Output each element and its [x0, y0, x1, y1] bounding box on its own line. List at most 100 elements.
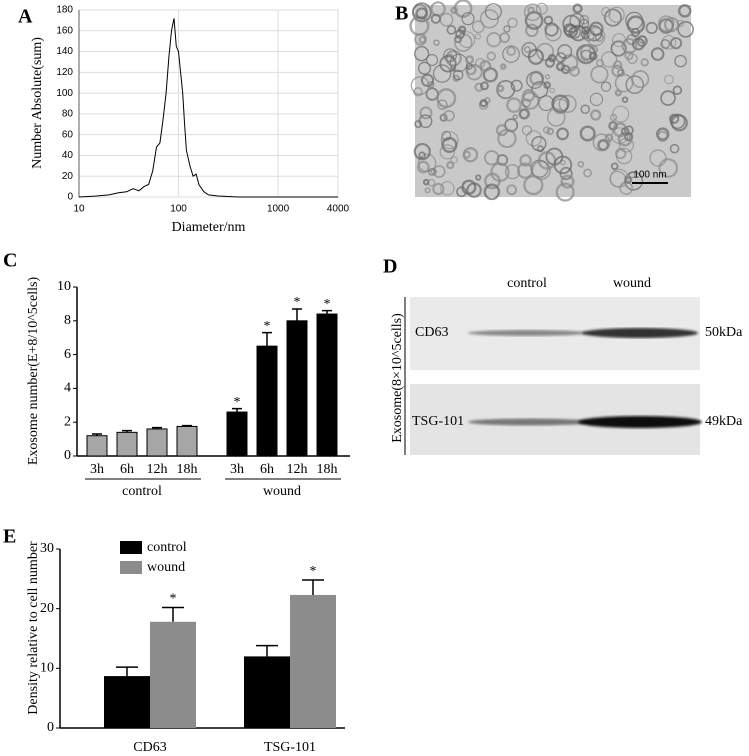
error-bar — [122, 429, 132, 433]
protein-label: CD63 — [415, 325, 448, 340]
band — [578, 416, 702, 428]
vesicle — [458, 31, 476, 49]
bar — [226, 411, 248, 457]
vesicle — [670, 37, 683, 50]
vesicle — [588, 51, 598, 61]
vesicle — [603, 8, 622, 27]
significance-mark: * — [324, 297, 331, 312]
vesicle — [650, 47, 665, 61]
scale-bar-label: 100 nm — [633, 170, 666, 181]
vesicle — [522, 88, 536, 102]
vesicle — [428, 167, 436, 176]
vesicle — [452, 74, 460, 82]
vesicle — [600, 81, 612, 92]
vesicle — [479, 9, 500, 29]
vesicle — [495, 123, 509, 137]
vesicle — [414, 120, 423, 129]
significance-mark: * — [234, 395, 241, 410]
error-bar — [162, 606, 184, 622]
vesicle — [543, 81, 551, 89]
vesicle — [450, 6, 458, 15]
vesicle — [590, 109, 602, 121]
vesicle — [424, 187, 431, 194]
legend-label: control — [147, 540, 187, 555]
vesicle — [486, 51, 496, 61]
y-tick-label: 4 — [64, 381, 71, 396]
vesicle — [525, 23, 539, 38]
vesicle — [621, 37, 638, 54]
vesicle — [596, 59, 604, 68]
vesicle — [436, 88, 457, 109]
y-tick-label: 100 — [56, 88, 73, 99]
panel-label: E — [3, 526, 16, 548]
vesicle — [549, 87, 555, 94]
vesicle — [669, 143, 680, 154]
y-tick-label: 10 — [40, 661, 54, 676]
vesicle — [551, 94, 570, 113]
vesicle — [417, 61, 432, 75]
vesicle — [484, 172, 501, 190]
vesicle — [500, 63, 507, 70]
vesicle — [558, 94, 577, 113]
vesicle — [553, 155, 573, 175]
vesicle — [432, 64, 452, 83]
vesicle — [531, 81, 549, 99]
vesicle — [518, 108, 530, 120]
bar — [104, 676, 150, 728]
bar — [86, 435, 108, 457]
vesicle — [479, 99, 488, 108]
vesicle — [677, 20, 694, 38]
bar — [116, 431, 138, 457]
y-tick-label: 160 — [56, 25, 73, 36]
error-bar — [232, 407, 242, 413]
vesicle — [614, 73, 634, 93]
vesicle — [640, 58, 649, 67]
size-label: 50kDa — [705, 325, 743, 340]
vesicle — [649, 149, 667, 167]
vesicle — [579, 125, 596, 142]
vesicle — [523, 174, 544, 196]
y-tick-label: 140 — [56, 46, 73, 57]
error-bar — [182, 424, 192, 427]
significance-mark: * — [310, 564, 317, 579]
vesicle — [555, 182, 575, 202]
x-tick-label: 6h — [120, 462, 134, 477]
vesicle — [430, 168, 438, 175]
vesicle — [618, 137, 635, 153]
vesicle — [546, 108, 566, 127]
vesicle — [588, 21, 604, 37]
vesicle — [527, 6, 535, 14]
panel-label: B — [395, 3, 408, 25]
group-label: wound — [263, 484, 301, 499]
vesicle — [610, 168, 629, 188]
vesicle — [624, 50, 634, 61]
y-tick-label: 20 — [40, 601, 54, 616]
error-bar — [262, 331, 272, 347]
significance-mark: * — [294, 295, 301, 310]
vesicle — [524, 46, 531, 53]
error-bar — [256, 644, 278, 657]
vesicle — [610, 162, 619, 171]
bar — [244, 656, 290, 728]
vesicle — [483, 183, 501, 201]
y-tick-label: 0 — [67, 192, 73, 203]
vesicle — [621, 96, 629, 103]
vesicle — [506, 46, 516, 56]
y-tick-label: 60 — [62, 129, 74, 140]
vesicle — [569, 24, 587, 42]
vesicle — [645, 21, 658, 34]
band — [468, 418, 592, 426]
vesicle — [484, 3, 502, 21]
significance-mark: * — [170, 592, 177, 607]
vesicle — [536, 42, 555, 61]
vesicle — [670, 114, 688, 132]
vesicle — [440, 131, 459, 150]
plot-frame — [78, 9, 339, 198]
tem-image — [409, 0, 694, 202]
vesicle — [430, 13, 441, 24]
vesicle — [592, 133, 611, 152]
vesicle — [660, 90, 676, 106]
error-bar — [292, 308, 302, 321]
vesicle — [440, 181, 455, 196]
vesicle — [660, 39, 671, 49]
